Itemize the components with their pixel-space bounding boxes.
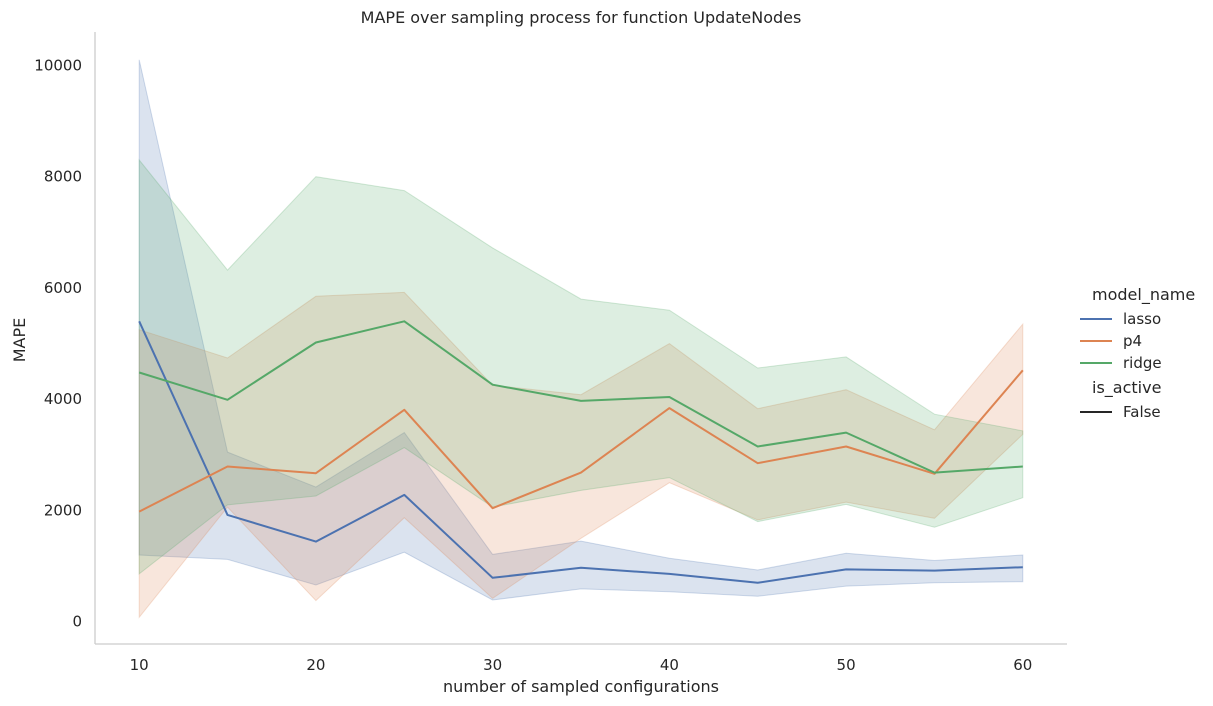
series-line-lasso [138,320,1023,584]
chart-title: MAPE over sampling process for function … [361,8,802,27]
y-tick-labels: 0 2000 4000 6000 8000 10000 [34,56,82,630]
x-tick-label: 30 [483,656,502,674]
ci-band-p4 [138,291,1024,619]
x-tick-label: 40 [660,656,679,674]
ci-band-lasso [138,59,1024,601]
legend-style-title: is_active [1092,378,1161,398]
y-tick-label: 4000 [44,390,82,408]
series-lines [138,320,1024,584]
legend-style-label: False [1123,403,1161,421]
x-tick-label: 50 [837,656,856,674]
legend: model_name lasso p4 ridge is_active False [1080,285,1195,421]
x-tick-label: 60 [1013,656,1032,674]
y-tick-label: 8000 [44,168,82,186]
x-tick-label: 10 [130,656,149,674]
legend-label-lasso: lasso [1123,310,1161,328]
legend-label-ridge: ridge [1123,354,1162,372]
confidence-bands [138,59,1024,619]
y-axis-title: MAPE [10,318,29,363]
legend-hue-title: model_name [1092,285,1195,305]
y-tick-label: 10000 [34,56,82,74]
y-tick-label: 6000 [44,279,82,297]
y-tick-label: 0 [72,613,82,631]
y-tick-label: 2000 [44,501,82,519]
ci-band-ridge [138,158,1024,575]
legend-label-p4: p4 [1123,332,1142,350]
series-line-ridge [138,320,1023,474]
x-tick-labels: 10 20 30 40 50 60 [130,656,1033,674]
series-line-p4 [138,369,1024,513]
x-axis-title: number of sampled configurations [443,677,719,696]
x-tick-label: 20 [306,656,325,674]
legend-hue-entries: lasso p4 ridge [1080,310,1162,372]
